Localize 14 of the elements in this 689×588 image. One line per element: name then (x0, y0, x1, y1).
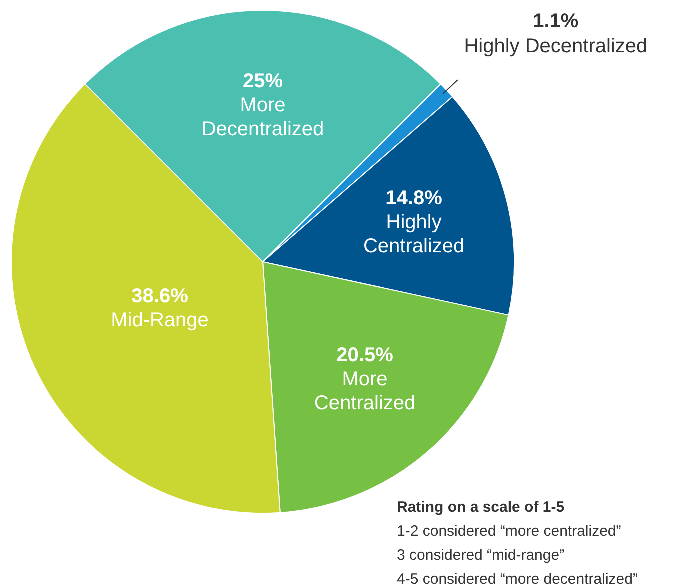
text: 1-2 considered “more centralized” (397, 523, 622, 540)
text: 3 considered “mid-range” (397, 547, 565, 564)
slice-label: Mid-Range (111, 309, 209, 332)
slice-label: More Centralized (314, 368, 416, 414)
data-label: 1.1% (533, 10, 579, 33)
slice-label: Highly Centralized (363, 212, 465, 258)
text: Rating on a scale of 1-5 (397, 499, 565, 516)
data-label: 25% (242, 70, 284, 93)
data-label: 20.5% (336, 344, 394, 366)
slice-label: More Decentralized (202, 94, 324, 141)
text: 4-5 considered “more decentralized” (397, 571, 638, 588)
slice-label: Highly Decentralized (464, 36, 648, 58)
data-label: 14.8% (386, 188, 443, 210)
data-label: 38.6% (132, 285, 189, 308)
